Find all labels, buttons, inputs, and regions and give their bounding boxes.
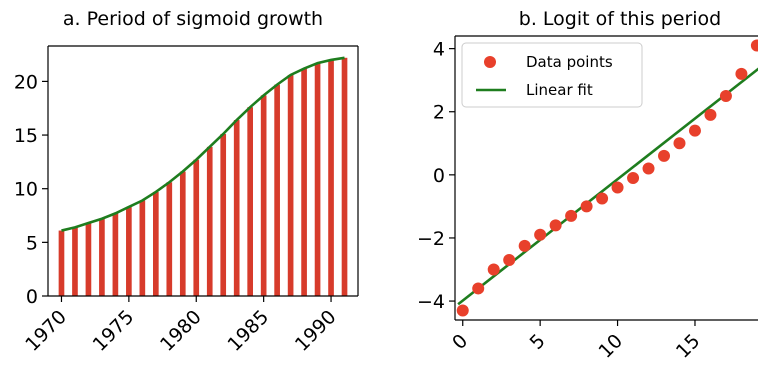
panel-b: b. Logit of this period −4 −2 0 2 4 0 5 10 15 D… (417, 8, 758, 363)
x-tick-label: 0 (448, 330, 472, 354)
data-point (750, 39, 758, 52)
y-tick-label: 10 (14, 179, 38, 201)
data-point (658, 149, 671, 162)
data-point (534, 228, 547, 241)
bar-1986 (274, 84, 280, 296)
data-point (503, 254, 516, 267)
y-tick-label: 0 (433, 165, 445, 187)
x-tick-label: 5 (526, 330, 550, 354)
bar-1981 (206, 146, 213, 296)
legend-label-data-points: Data points (526, 53, 613, 71)
bar-1979 (179, 171, 186, 296)
data-point (642, 162, 655, 175)
bar-1990 (328, 59, 334, 297)
bar-1984 (247, 107, 253, 296)
bar-1970 (58, 230, 65, 296)
y-tick-label: 2 (433, 102, 445, 124)
bar-1982 (220, 133, 227, 296)
chart-b-data-points (456, 39, 758, 317)
chart-a-y-ticks: 0 5 10 15 20 (14, 71, 48, 308)
panel-a: a. Period of sigmoid growth 0 5 10 15 20 197… (14, 8, 359, 356)
y-tick-label: 0 (26, 286, 38, 308)
data-point (565, 209, 578, 222)
bar-1987 (287, 74, 294, 296)
bar-1985 (260, 95, 267, 296)
x-tick-label: 1970 (21, 306, 71, 356)
chart-b-x-ticks: 0 5 10 15 (448, 320, 705, 363)
chart-a-title: a. Period of sigmoid growth (63, 8, 323, 30)
data-point (627, 172, 640, 184)
y-tick-label: 20 (14, 71, 38, 93)
chart-b-axes (454, 35, 758, 321)
x-tick-label: 10 (594, 330, 627, 363)
bar-1983 (233, 120, 240, 296)
bar-1978 (166, 182, 173, 296)
data-point (611, 181, 624, 194)
chart-a-x-ticks: 1970 1975 1980 1985 1990 (21, 296, 341, 356)
data-point (596, 192, 609, 205)
bar-1977 (153, 191, 159, 296)
data-point (549, 219, 562, 232)
y-tick-label: −4 (417, 291, 445, 313)
data-point (580, 200, 593, 213)
bar-1971 (72, 227, 78, 296)
data-point (518, 239, 531, 252)
data-point (688, 124, 701, 137)
data-point (456, 304, 469, 317)
bar-1974 (112, 213, 119, 296)
data-point (735, 67, 748, 80)
chart-b-legend: Data points Linear fit (461, 42, 643, 108)
data-point (472, 282, 485, 295)
x-tick-label: 1975 (89, 306, 139, 356)
data-point (673, 137, 686, 150)
data-point (704, 108, 717, 121)
x-tick-label: 15 (672, 330, 705, 363)
bar-1980 (193, 159, 200, 296)
legend-label-linear-fit: Linear fit (526, 81, 593, 99)
bar-1973 (99, 218, 105, 296)
x-tick-label: 1990 (291, 306, 341, 356)
bar-1975 (126, 206, 132, 296)
chart-a-axes (47, 45, 359, 297)
chart-b-y-ticks: −4 −2 0 2 4 (417, 39, 455, 313)
y-tick-label: 4 (433, 39, 445, 61)
bar-1991 (341, 57, 348, 296)
bar-1989 (314, 63, 321, 296)
x-tick-label: 1985 (223, 306, 273, 356)
chart-a-bars (58, 57, 348, 297)
x-tick-label: 1980 (156, 306, 206, 356)
data-point (719, 89, 732, 102)
chart-b-plot-area (456, 39, 758, 317)
chart-a-growth-curve (61, 56, 345, 232)
data-point (487, 263, 500, 276)
y-tick-label: −2 (417, 228, 445, 250)
legend-marker-data-points (484, 56, 496, 68)
bar-1988 (301, 68, 307, 296)
bar-1972 (85, 223, 92, 296)
legend-frame (461, 42, 643, 108)
y-tick-label: 5 (26, 232, 38, 254)
chart-b-title: b. Logit of this period (519, 8, 721, 30)
bar-1976 (139, 200, 146, 296)
y-tick-label: 15 (14, 125, 38, 147)
